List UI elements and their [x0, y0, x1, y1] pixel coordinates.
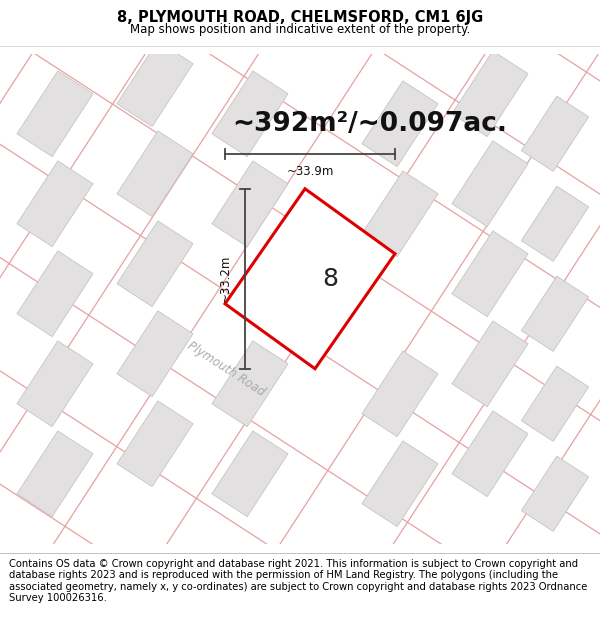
- Polygon shape: [521, 456, 589, 531]
- Polygon shape: [362, 351, 438, 437]
- Polygon shape: [212, 431, 288, 517]
- Polygon shape: [521, 96, 589, 171]
- Polygon shape: [17, 341, 93, 427]
- Text: 8, PLYMOUTH ROAD, CHELMSFORD, CM1 6JG: 8, PLYMOUTH ROAD, CHELMSFORD, CM1 6JG: [117, 10, 483, 25]
- Polygon shape: [17, 431, 93, 517]
- Text: ~392m²/~0.097ac.: ~392m²/~0.097ac.: [233, 111, 508, 137]
- Polygon shape: [117, 221, 193, 307]
- Polygon shape: [452, 321, 528, 407]
- Polygon shape: [452, 141, 528, 227]
- Polygon shape: [521, 276, 589, 351]
- Text: ~33.9m: ~33.9m: [286, 165, 334, 178]
- Polygon shape: [117, 131, 193, 217]
- Polygon shape: [452, 411, 528, 497]
- Polygon shape: [212, 161, 288, 247]
- Text: Map shows position and indicative extent of the property.: Map shows position and indicative extent…: [130, 23, 470, 36]
- Polygon shape: [117, 311, 193, 397]
- Text: Contains OS data © Crown copyright and database right 2021. This information is : Contains OS data © Crown copyright and d…: [9, 559, 587, 603]
- Text: 8: 8: [322, 267, 338, 291]
- Text: Plymouth Road: Plymouth Road: [185, 339, 267, 399]
- Polygon shape: [225, 189, 395, 369]
- Polygon shape: [362, 441, 438, 527]
- Polygon shape: [521, 186, 589, 261]
- Polygon shape: [17, 71, 93, 157]
- Polygon shape: [452, 231, 528, 317]
- Polygon shape: [117, 401, 193, 487]
- Polygon shape: [212, 71, 288, 157]
- Polygon shape: [117, 41, 193, 127]
- Polygon shape: [362, 171, 438, 257]
- Polygon shape: [212, 341, 288, 427]
- Polygon shape: [17, 161, 93, 247]
- Polygon shape: [521, 366, 589, 441]
- Polygon shape: [452, 51, 528, 137]
- Polygon shape: [17, 251, 93, 337]
- Polygon shape: [362, 81, 438, 167]
- Text: ~33.2m: ~33.2m: [218, 255, 232, 302]
